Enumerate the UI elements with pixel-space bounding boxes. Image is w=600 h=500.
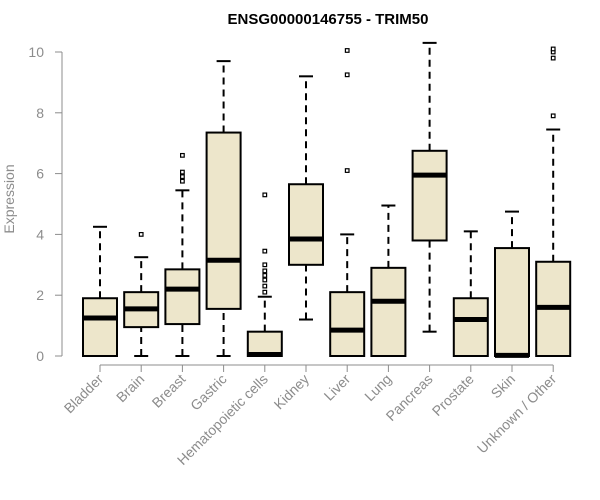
box-kidney (288, 75, 324, 321)
box-prostate (452, 230, 489, 357)
x-tick-label: Breast (149, 371, 189, 411)
outlier-point (138, 232, 144, 237)
chart-title: ENSG00000146755 - TRIM50 (228, 11, 429, 28)
outlier-point (344, 72, 350, 78)
x-tick-label: Lung (361, 371, 394, 404)
box-unknown-other (535, 46, 572, 358)
outlier-point (262, 262, 268, 268)
outlier-point (550, 113, 556, 119)
outlier-point (262, 248, 268, 254)
box-bladder (82, 225, 118, 357)
x-tick-label: Brain (113, 371, 147, 405)
box-body (452, 297, 489, 357)
outlier-point (180, 152, 185, 158)
box-body (288, 183, 324, 266)
y-tick-label: 2 (36, 287, 44, 303)
x-tick-label: Kidney (271, 371, 313, 413)
box-body (370, 266, 407, 357)
x-tick-label: Liver (321, 371, 354, 404)
y-tick-label: 4 (36, 226, 44, 242)
outlier-point (262, 277, 268, 283)
box-skin (494, 210, 530, 358)
box-breast (164, 152, 201, 357)
box-hematopoietic-cells (246, 192, 283, 357)
y-tick-label: 6 (36, 166, 44, 182)
y-tick-label: 8 (36, 105, 44, 121)
outlier-point (180, 169, 185, 175)
outlier-point (262, 289, 268, 295)
box-body (164, 268, 201, 326)
outlier-point (344, 168, 350, 173)
box-gastric (205, 60, 242, 357)
box-pancreas (411, 41, 448, 333)
outlier-point (262, 273, 268, 278)
outlier-point (262, 268, 268, 274)
x-tick-label: Prostate (429, 371, 477, 419)
outlier-point (180, 174, 185, 180)
box-series (82, 41, 572, 358)
box-body (494, 247, 530, 357)
box-body (329, 291, 366, 358)
outlier-point (262, 283, 268, 289)
outlier-point (550, 46, 556, 52)
box-body (82, 297, 118, 357)
box-brain (123, 232, 160, 357)
outlier-point (180, 178, 185, 184)
y-axis-label: Expression (1, 164, 17, 233)
outlier-point (344, 48, 350, 53)
x-tick-label: Bladder (61, 371, 107, 417)
x-tick-label: Skin (488, 371, 519, 402)
y-tick-label: 10 (28, 44, 44, 60)
outlier-point (262, 192, 268, 198)
y-tick-label: 0 (36, 348, 44, 364)
box-body (205, 131, 242, 310)
box-liver (329, 48, 366, 358)
box-body (411, 149, 448, 242)
box-lung (370, 204, 407, 357)
y-axis: 0 2 4 6 8 10 (28, 44, 63, 364)
outlier-point (550, 55, 556, 61)
